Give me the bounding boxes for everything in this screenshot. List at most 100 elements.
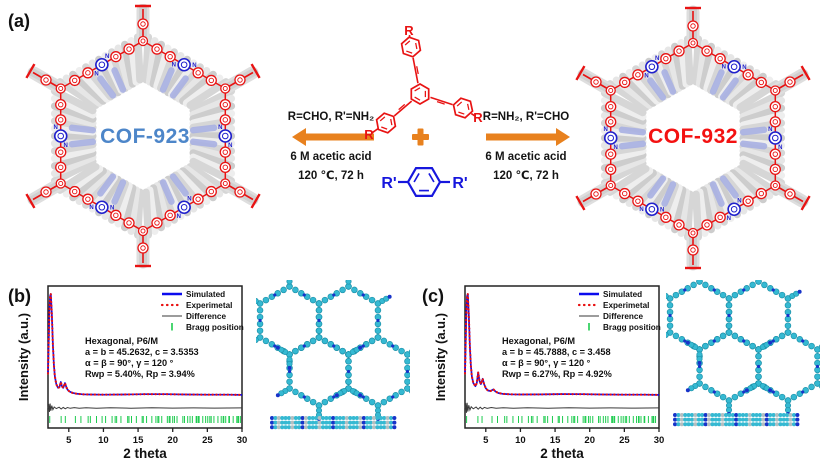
azine-ring-icon: NN [94, 54, 109, 78]
edge-benzene-icon [605, 163, 617, 176]
azine-ring-icon: NN [604, 127, 618, 151]
svg-text:N: N [218, 125, 222, 131]
refinement-annotation: Hexagonal, P6/Ma = b = 45.7888, c = 3.45… [502, 336, 612, 379]
edge-benzene-icon [605, 101, 617, 113]
azine-ring-icon: NN [727, 198, 742, 222]
right-temp-condition: 120 ℃, 72 h [493, 170, 559, 182]
azine-ring-icon: NN [89, 200, 114, 215]
stacking-side-view [270, 416, 397, 430]
panel-a-label: (a) [8, 11, 30, 31]
benzene-ring-icon [406, 167, 442, 197]
edge-benzene-icon [164, 209, 176, 221]
svg-text:N: N [722, 65, 726, 71]
svg-text:20: 20 [584, 435, 595, 446]
svg-text:Rwp = 5.40%, Rp = 3.94%: Rwp = 5.40%, Rp = 3.94% [85, 369, 195, 379]
svg-text:N: N [604, 127, 608, 133]
edge-benzene-icon [701, 45, 713, 57]
corner-benzene-icon [137, 35, 149, 47]
svg-text:N: N [187, 196, 191, 202]
edge-benzene-icon [769, 116, 781, 128]
difference-curve [47, 403, 243, 413]
panel-c-label: (c) [422, 286, 444, 306]
edge-benzene-icon [660, 211, 672, 223]
svg-text:N: N [778, 145, 782, 151]
legend: Simulated Experimetal Difference Bragg posi… [160, 290, 244, 332]
right-reaction-condition: R=NH₂, R'=CHO [482, 111, 570, 123]
svg-text:N: N [177, 214, 181, 220]
edge-benzene-icon [673, 45, 685, 57]
edge-benzene-icon [82, 193, 94, 205]
honeycomb-top-view [666, 280, 820, 416]
edge-benzene-icon [714, 53, 726, 65]
svg-text:30: 30 [237, 435, 248, 446]
svg-text:Difference: Difference [186, 312, 226, 321]
svg-text:N: N [727, 216, 731, 222]
svg-text:α = β = 90°, γ = 120 °: α = β = 90°, γ = 120 ° [502, 358, 591, 368]
bragg-positions-ticks [466, 416, 657, 423]
left-acid-condition: 6 M acetic acid [290, 151, 372, 163]
stacking-side-view [673, 413, 800, 427]
svg-text:N: N [660, 207, 664, 213]
edge-benzene-icon [55, 146, 67, 158]
svg-text:R: R [364, 127, 374, 142]
svg-text:10: 10 [515, 435, 526, 446]
vertex-arms [25, 4, 261, 269]
azine-ring-icon: NN [54, 125, 68, 149]
corner-benzene-icon [55, 178, 66, 189]
svg-text:Hexagonal, P6/M: Hexagonal, P6/M [85, 336, 158, 346]
left-reaction-arrow-icon [292, 128, 374, 146]
svg-text:N: N [110, 205, 114, 211]
plot-frame [47, 285, 243, 429]
edge-benzene-icon [219, 161, 231, 174]
svg-text:N: N [737, 198, 741, 204]
svg-text:N: N [192, 63, 196, 69]
corner-benzene-icon [220, 178, 231, 189]
arm-benzene-icon [234, 186, 246, 198]
x-axis-label: 2 theta [540, 446, 584, 461]
left-reaction-condition: R=CHO, R'=NH₂ [287, 111, 375, 123]
svg-text:5: 5 [483, 435, 489, 446]
edge-benzene-icon [219, 114, 231, 126]
corner-benzene-icon [687, 37, 699, 49]
edge-benzene-icon [742, 195, 754, 207]
edge-benzene-icon [769, 148, 781, 160]
arm-benzene-icon [137, 242, 149, 254]
left-temp-condition: 120 ℃, 72 h [298, 170, 364, 182]
red-monomer-structure: RRR [364, 23, 483, 142]
edge-benzene-icon [755, 187, 767, 200]
corner-benzene-icon [137, 225, 149, 237]
corner-benzene-icon [55, 83, 66, 94]
svg-text:R: R [404, 23, 414, 38]
edge-benzene-icon [55, 114, 67, 126]
edge-benzene-icon [69, 74, 81, 87]
svg-text:N: N [64, 143, 68, 149]
edge-benzene-icon [55, 99, 67, 111]
edge-benzene-icon [151, 43, 163, 55]
svg-text:N: N [89, 205, 93, 211]
svg-text:Experimetal: Experimetal [186, 301, 232, 310]
svg-text:N: N [94, 72, 98, 78]
difference-curve [464, 402, 660, 413]
svg-text:5: 5 [66, 435, 72, 446]
y-axis-label: Intensity (a.u.) [435, 313, 448, 401]
svg-text:20: 20 [167, 435, 178, 446]
panel-b-label: (b) [8, 286, 31, 306]
bragg-positions-ticks [49, 416, 241, 423]
arm-benzene-icon [687, 20, 699, 32]
edge-benzene-icon [151, 217, 163, 229]
x-axis-ticks: 5 10 15 20 25 30 [66, 428, 247, 446]
azine-ring-icon: NN [768, 127, 782, 151]
right-acid-condition: 6 M acetic acid [485, 151, 567, 163]
svg-text:Experimetal: Experimetal [603, 301, 649, 310]
x-axis-label: 2 theta [123, 446, 167, 461]
edge-benzene-icon [205, 74, 217, 87]
edge-benzene-icon [769, 101, 781, 113]
svg-text:15: 15 [550, 435, 561, 446]
edge-benzene-icon [205, 185, 217, 198]
arm-benzene-icon [40, 74, 52, 86]
pxrd-plot-cof-923: 5 10 15 20 25 30 2 theta Intensity (a.u.) Simula… [18, 285, 247, 461]
svg-text:Bragg position: Bragg position [603, 323, 661, 332]
